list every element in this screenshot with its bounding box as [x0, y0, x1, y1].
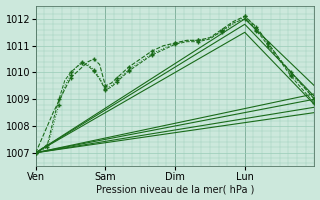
X-axis label: Pression niveau de la mer( hPa ): Pression niveau de la mer( hPa ) — [96, 184, 254, 194]
